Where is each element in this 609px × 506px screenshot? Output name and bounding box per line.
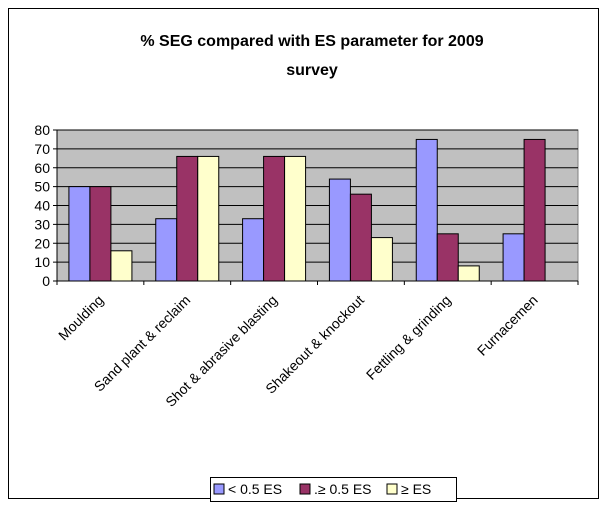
bar [349,193,372,282]
gridlines [53,129,578,282]
y-tick-label: 50 [34,179,50,195]
legend: < 0.5 ES .≥ 0.5 ES ≥ ES [210,477,457,502]
bar [197,155,220,282]
bar [328,178,351,282]
legend-box [210,477,457,502]
axes [56,130,579,285]
legend-swatch [386,483,398,495]
y-tick-label: 0 [42,273,50,289]
y-tick-label: 10 [34,254,50,270]
bar [502,233,525,282]
chart-title-line-2: survey [286,62,338,79]
bar [68,186,91,282]
bar [89,186,112,282]
bar [523,138,546,282]
bar [263,155,286,282]
y-tick-labels: 0 10 20 30 40 50 60 70 80 [34,122,50,289]
legend-swatch [213,483,225,495]
legend-label: ≥ ES [401,481,431,497]
chart-title-line-1: % SEG compared with ES parameter for 200… [140,33,483,50]
y-tick-label: 20 [34,235,50,251]
y-tick-label: 30 [34,216,50,232]
y-tick-label: 80 [34,122,50,138]
bar [176,155,199,282]
bar [370,237,393,282]
bar [155,218,178,282]
bars [68,138,546,282]
y-tick-label: 40 [34,198,50,214]
bar [110,250,133,282]
bar [415,138,438,282]
bar [457,265,480,282]
legend-swatch [299,483,311,495]
legend-label: < 0.5 ES [228,481,282,497]
bar [242,218,265,282]
bar [284,155,307,282]
legend-label: .≥ 0.5 ES [314,481,372,497]
y-tick-label: 60 [34,160,50,176]
y-tick-label: 70 [34,141,50,157]
bar [436,233,459,282]
